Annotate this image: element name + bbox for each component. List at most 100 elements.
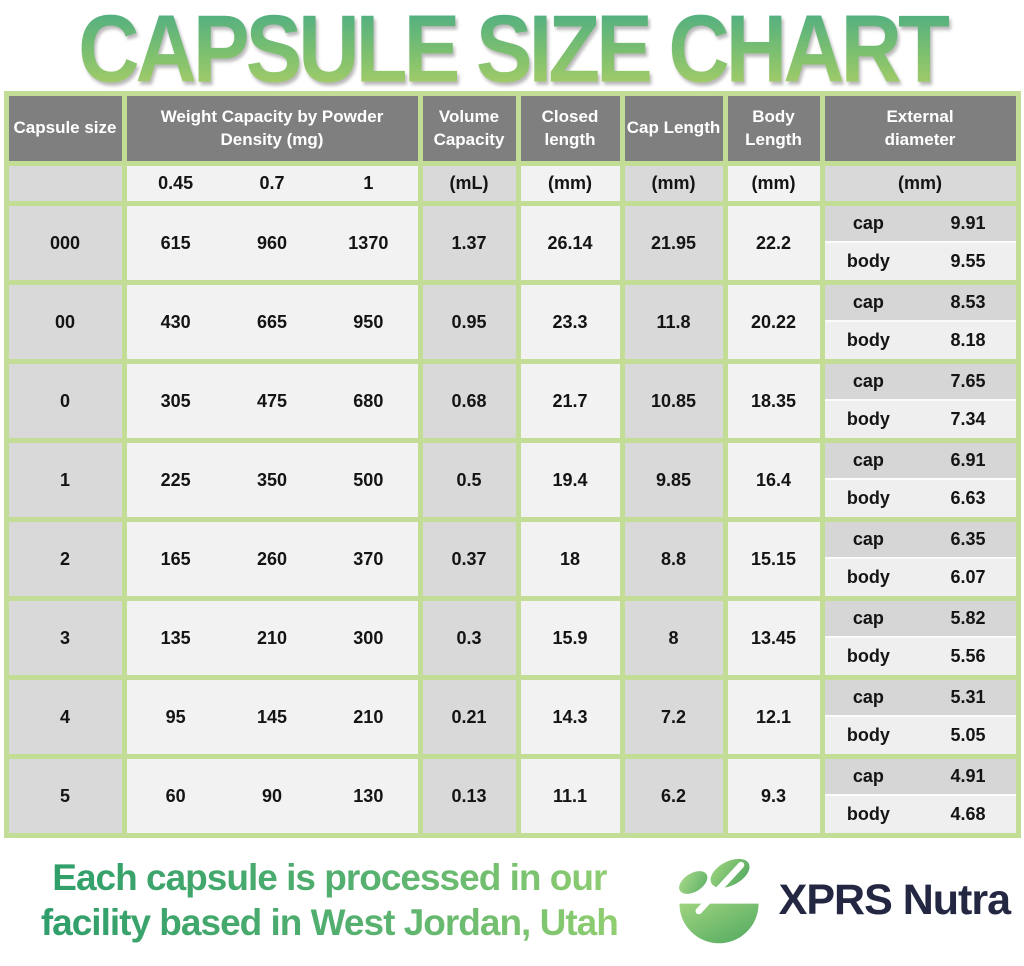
ext-cap-value: 9.91 xyxy=(950,213,986,233)
unit-external: (mm) xyxy=(819,161,1021,206)
weight-value: 680 xyxy=(353,390,384,411)
units-row: 0.45 0.7 1 (mL) (mm) (mm) (mm) (mm) xyxy=(3,161,1021,206)
weight-value: 135 xyxy=(160,627,191,648)
ext-body-label: body xyxy=(846,567,890,587)
capsule-size-cell: 5 xyxy=(3,754,127,838)
weight-value: 950 xyxy=(353,311,384,332)
volume-cell: 0.21 xyxy=(417,675,521,759)
body-length-cell: 18.35 xyxy=(722,359,825,443)
capsule-size-cell: 00 xyxy=(3,280,127,364)
external-diameter-cell: cap 6.35 body 6.07 xyxy=(819,517,1021,601)
cap-length-cell: 10.85 xyxy=(619,359,728,443)
capsule-size-cell: 0 xyxy=(3,359,127,443)
ext-body-value: 5.56 xyxy=(950,646,986,666)
unit-closed: (mm) xyxy=(515,161,625,206)
weight-value: 960 xyxy=(256,232,288,253)
table-row: 1 225 350 500 0.5 19.4 9.85 16.4 cap 6.91… xyxy=(3,438,1021,522)
capsule-size-table: Capsule size Weight Capacity by Powder D… xyxy=(3,91,1021,838)
table-row: 3 135 210 300 0.3 15.9 8 13.45 cap 5.82 b… xyxy=(3,596,1021,680)
header-row: Capsule size Weight Capacity by Powder D… xyxy=(3,91,1021,166)
ext-cap-value: 4.91 xyxy=(950,766,986,786)
cap-length-cell: 21.95 xyxy=(619,201,728,285)
external-diameter-cell: cap 9.91 body 9.55 xyxy=(819,201,1021,285)
body-length-cell: 20.22 xyxy=(722,280,825,364)
closed-length-cell: 26.14 xyxy=(515,201,625,285)
density-value: 0.7 xyxy=(259,173,285,193)
table-row: 5 60 90 130 0.13 11.1 6.2 9.3 cap 4.91 bo… xyxy=(3,754,1021,838)
cap-length-cell: 8.8 xyxy=(619,517,728,601)
body-length-cell: 9.3 xyxy=(722,754,825,838)
ext-body-label: body xyxy=(846,330,890,350)
external-diameter-cell: cap 5.31 body 5.05 xyxy=(819,675,1021,759)
weight-cell: 165 260 370 xyxy=(121,517,423,601)
closed-length-cell: 21.7 xyxy=(515,359,625,443)
ext-cap-label: cap xyxy=(852,213,884,233)
ext-body-value: 5.05 xyxy=(950,725,986,745)
body-length-cell: 12.1 xyxy=(722,675,825,759)
table-row: 0 305 475 680 0.68 21.7 10.85 18.35 cap 7… xyxy=(3,359,1021,443)
unit-body: (mm) xyxy=(722,161,825,206)
brand-name: XPRS Nutra xyxy=(778,875,1011,924)
ext-body-label: body xyxy=(846,725,890,745)
ext-cap-value: 8.53 xyxy=(950,292,986,312)
weight-value: 475 xyxy=(256,390,288,411)
volume-cell: 0.5 xyxy=(417,438,521,522)
brand-logo: XPRS Nutra xyxy=(671,854,1011,946)
weight-value: 350 xyxy=(256,469,288,490)
weight-value: 165 xyxy=(160,548,191,569)
capsule-size-cell: 2 xyxy=(3,517,127,601)
ext-body-label: body xyxy=(846,251,890,271)
body-length-cell: 16.4 xyxy=(722,438,825,522)
body-length-cell: 22.2 xyxy=(722,201,825,285)
closed-length-cell: 23.3 xyxy=(515,280,625,364)
ext-cap-label: cap xyxy=(852,766,884,786)
weight-value: 130 xyxy=(353,785,384,806)
cap-length-cell: 7.2 xyxy=(619,675,728,759)
unit-volume: (mL) xyxy=(417,161,521,206)
weight-value: 95 xyxy=(165,706,186,727)
ext-cap-label: cap xyxy=(852,687,884,707)
external-diameter-cell: cap 6.91 body 6.63 xyxy=(819,438,1021,522)
weight-value: 1370 xyxy=(348,232,389,253)
cap-length-cell: 8 xyxy=(619,596,728,680)
closed-length-cell: 18 xyxy=(515,517,625,601)
ext-body-label: body xyxy=(846,646,890,666)
header-capsule-size: Capsule size xyxy=(3,91,127,166)
ext-cap-label: cap xyxy=(852,292,884,312)
table-row: 2 165 260 370 0.37 18 8.8 15.15 cap 6.35 … xyxy=(3,517,1021,601)
ext-body-value: 9.55 xyxy=(950,251,986,271)
ext-body-value: 8.18 xyxy=(950,330,986,350)
weight-cell: 135 210 300 xyxy=(121,596,423,680)
capsule-size-cell: 1 xyxy=(3,438,127,522)
weight-cell: 305 475 680 xyxy=(121,359,423,443)
ext-cap-label: cap xyxy=(852,371,884,391)
cap-length-cell: 6.2 xyxy=(619,754,728,838)
ext-cap-label: cap xyxy=(852,608,884,628)
ext-cap-label: cap xyxy=(852,450,884,470)
units-capsule-size-empty xyxy=(3,161,127,206)
ext-cap-label: cap xyxy=(852,529,884,549)
ext-body-value: 6.07 xyxy=(950,567,986,587)
capsule-size-cell: 3 xyxy=(3,596,127,680)
weight-value: 90 xyxy=(261,785,282,806)
cap-length-cell: 11.8 xyxy=(619,280,728,364)
mortar-leaf-icon xyxy=(674,858,763,944)
density-value: 1 xyxy=(363,173,374,193)
external-diameter-cell: cap 7.65 body 7.34 xyxy=(819,359,1021,443)
weight-value: 430 xyxy=(160,311,191,332)
weight-value: 210 xyxy=(256,627,288,648)
weight-value: 300 xyxy=(353,627,384,648)
cap-length-cell: 9.85 xyxy=(619,438,728,522)
footer-tagline: Each capsule is processed in our facilit… xyxy=(14,855,645,945)
volume-cell: 1.37 xyxy=(417,201,521,285)
ext-body-value: 7.34 xyxy=(950,409,986,429)
weight-value: 305 xyxy=(160,390,191,411)
external-diameter-cell: cap 8.53 body 8.18 xyxy=(819,280,1021,364)
units-densities: 0.45 0.7 1 xyxy=(121,161,423,206)
table-row: 00 430 665 950 0.95 23.3 11.8 20.22 cap 8… xyxy=(3,280,1021,364)
header-volume-capacity: Volume Capacity xyxy=(417,91,521,166)
external-diameter-cell: cap 4.91 body 4.68 xyxy=(819,754,1021,838)
weight-value: 615 xyxy=(160,232,191,253)
weight-value: 260 xyxy=(256,548,288,569)
